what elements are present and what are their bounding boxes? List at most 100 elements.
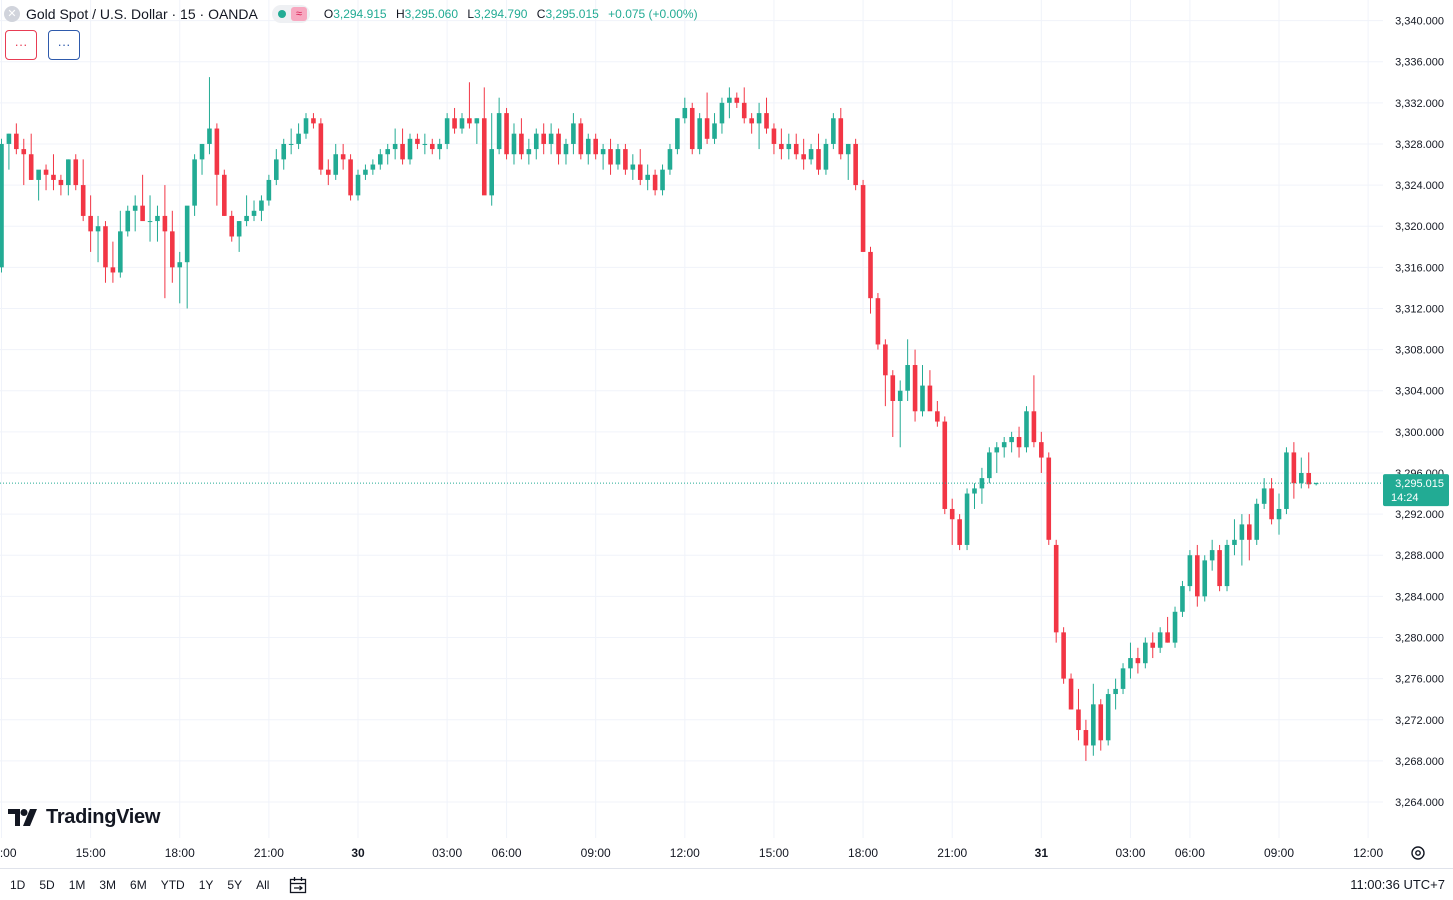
candlestick-chart[interactable]: 3,340.000 3,336.000 3,332.000 3,328.000 3,32… — [0, 0, 1453, 868]
candle — [6, 133, 12, 170]
candle — [43, 164, 49, 191]
candle-body — [689, 107, 695, 150]
candle-body — [741, 102, 747, 119]
axes-layer: 3,340.000 3,336.000 3,332.000 3,328.000 3,32… — [0, 16, 1449, 860]
range-1m[interactable]: 1M — [68, 877, 86, 892]
candle — [429, 138, 435, 155]
candle-body — [1143, 642, 1148, 664]
range-ytd[interactable]: YTD — [160, 877, 185, 892]
range-5d[interactable]: 5D — [39, 877, 55, 892]
time-tick-label: 06:00 — [1175, 846, 1205, 860]
candle-body — [1224, 544, 1230, 587]
time-tick-label: 21:00 — [254, 846, 284, 860]
candle-body — [630, 164, 636, 170]
change-value: +0.075 (+0.00%) — [608, 7, 698, 21]
candle — [1269, 478, 1274, 525]
candle — [1247, 514, 1252, 561]
candle-body — [548, 133, 554, 144]
high-label: H — [395, 7, 405, 21]
candle-body — [1083, 730, 1089, 746]
range-6m[interactable]: 6M — [130, 877, 147, 892]
candle-body — [1172, 611, 1178, 643]
candle — [311, 113, 316, 129]
candle — [103, 221, 108, 283]
candle-body — [6, 133, 12, 144]
candle — [511, 123, 517, 165]
candle — [162, 185, 168, 299]
candle — [88, 195, 93, 252]
candle — [58, 174, 64, 196]
calendar-range-icon[interactable] — [288, 875, 308, 895]
candle — [637, 149, 643, 186]
candle — [689, 102, 695, 155]
candle-body — [467, 118, 472, 124]
range-5y[interactable]: 5Y — [227, 877, 243, 892]
price-tick-label: 3,292.000 — [1395, 509, 1444, 521]
indicator-button-1[interactable]: ··· — [5, 30, 37, 60]
candle-body — [1031, 411, 1037, 443]
candle — [80, 159, 86, 222]
candle-body — [51, 174, 56, 180]
tradingview-logo[interactable]: TradingView — [8, 806, 160, 829]
logo-text: TradingView — [46, 806, 161, 828]
candle-body — [920, 385, 925, 412]
range-all[interactable]: All — [256, 877, 270, 892]
candle-body — [652, 174, 658, 191]
candle — [251, 200, 257, 222]
candle-body — [1150, 642, 1156, 648]
candle — [756, 102, 762, 150]
candle-body — [571, 123, 576, 144]
candle — [1039, 431, 1044, 473]
range-1d[interactable]: 1D — [10, 877, 26, 892]
candle-body — [749, 118, 754, 124]
candle — [734, 92, 740, 108]
candle — [407, 133, 413, 165]
candle-body — [1068, 678, 1074, 710]
candle-body — [496, 113, 502, 150]
price-tick-label: 3,268.000 — [1395, 756, 1444, 768]
candle-body — [36, 169, 41, 180]
candle — [1195, 544, 1200, 607]
chart-settings-icon[interactable] — [1408, 843, 1428, 863]
tradingview-logo-icon — [8, 808, 37, 826]
candle-body — [162, 215, 168, 232]
close-circle-icon[interactable]: ✕ — [4, 6, 20, 22]
candle — [281, 138, 287, 170]
symbol-title[interactable]: Gold Spot / U.S. Dollar · 15 · OANDA — [26, 6, 258, 22]
candle-body — [429, 143, 435, 150]
candle — [1313, 482, 1319, 486]
range-1y[interactable]: 1Y — [198, 877, 214, 892]
candle-body — [348, 159, 353, 196]
candle-body — [853, 143, 858, 186]
candle-body — [645, 174, 650, 180]
range-3m[interactable]: 3M — [99, 877, 117, 892]
candle-body — [727, 97, 732, 103]
candle-body — [1061, 632, 1066, 679]
candle — [1202, 555, 1208, 602]
time-tick-label: 18:00 — [848, 846, 878, 860]
candles-layer — [0, 77, 1319, 761]
candle — [229, 210, 235, 242]
candle-body — [1001, 442, 1007, 448]
candle-body — [58, 179, 64, 186]
candle-body — [170, 231, 175, 268]
time-tick-label: 30 — [351, 846, 365, 860]
candle — [712, 113, 717, 144]
indicator-button-2[interactable]: ··· — [48, 30, 80, 60]
timezone-clock[interactable]: 11:00:36 UTC+7 — [1350, 877, 1445, 892]
candle — [727, 87, 732, 119]
candle — [853, 138, 858, 191]
candle-body — [207, 128, 212, 144]
candle-body — [675, 118, 680, 150]
candle — [259, 195, 264, 222]
candle-body — [771, 128, 777, 144]
candle-body — [875, 298, 881, 345]
candle-body — [600, 149, 606, 155]
candle — [95, 215, 101, 263]
candle — [348, 154, 353, 201]
candle — [444, 113, 450, 150]
candle — [623, 143, 628, 175]
market-status-pill[interactable]: ≈ — [271, 5, 310, 23]
candle-body — [890, 375, 896, 402]
